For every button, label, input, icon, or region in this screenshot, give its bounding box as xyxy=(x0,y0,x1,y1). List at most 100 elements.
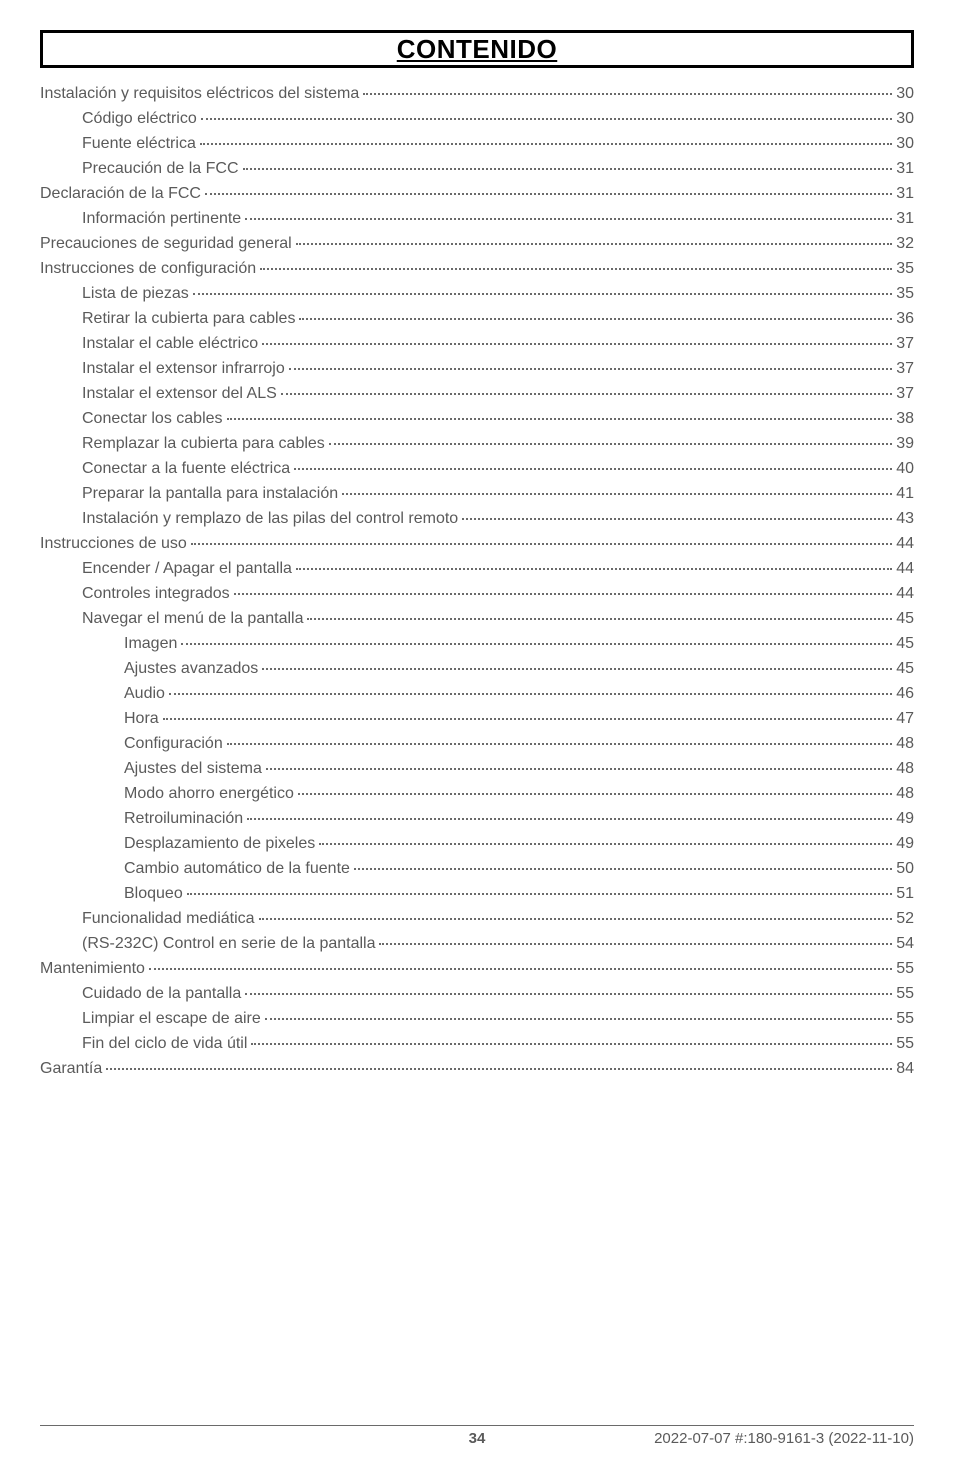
toc-page-number: 37 xyxy=(894,336,914,352)
toc-leader xyxy=(245,993,892,995)
toc-row: Imagen 45 xyxy=(40,632,914,657)
toc-leader xyxy=(200,143,892,145)
toc-row: Instrucciones de configuración35 xyxy=(40,257,914,282)
toc-label: Encender / Apagar el pantalla xyxy=(82,561,294,577)
toc-row: Controles integrados 44 xyxy=(40,582,914,607)
toc-leader xyxy=(205,193,892,195)
toc-leader xyxy=(296,243,892,245)
toc-label: Lista de piezas xyxy=(82,286,191,302)
toc-page-number: 54 xyxy=(894,936,914,952)
toc-label: Desplazamiento de pixeles xyxy=(124,836,317,852)
toc-leader xyxy=(243,168,893,170)
toc-page-number: 45 xyxy=(894,611,914,627)
toc-row: Información pertinente 31 xyxy=(40,207,914,232)
toc-leader xyxy=(363,93,892,95)
toc-leader xyxy=(342,493,892,495)
toc-label: Declaración de la FCC xyxy=(40,186,203,202)
toc-label: Configuración xyxy=(124,736,225,752)
toc-page-number: 55 xyxy=(894,961,914,977)
toc-leader xyxy=(319,843,892,845)
toc-page-number: 32 xyxy=(894,236,914,252)
toc-row: Fin del ciclo de vida útil 55 xyxy=(40,1032,914,1057)
toc-label: Imagen xyxy=(124,636,179,652)
toc-page-number: 49 xyxy=(894,811,914,827)
toc-page-number: 43 xyxy=(894,511,914,527)
toc-leader xyxy=(191,543,892,545)
toc-leader xyxy=(354,868,892,870)
toc-label: Fuente eléctrica xyxy=(82,136,198,152)
toc-row: Ajustes avanzados 45 xyxy=(40,657,914,682)
toc-label: Instalación y remplazo de las pilas del … xyxy=(82,511,460,527)
toc-page-number: 52 xyxy=(894,911,914,927)
toc-label: Cuidado de la pantalla xyxy=(82,986,243,1002)
toc-leader xyxy=(262,343,892,345)
toc-label: Instalación y requisitos eléctricos del … xyxy=(40,86,361,102)
toc-leader xyxy=(298,793,892,795)
toc-row: Remplazar la cubierta para cables39 xyxy=(40,432,914,457)
toc-label: Hora xyxy=(124,711,161,727)
toc-leader xyxy=(163,718,893,720)
toc-label: Ajustes del sistema xyxy=(124,761,264,777)
toc-label: Ajustes avanzados xyxy=(124,661,260,677)
toc-row: Código eléctrico 30 xyxy=(40,107,914,132)
toc-page-number: 36 xyxy=(894,311,914,327)
toc-leader xyxy=(106,1068,892,1070)
toc-row: Modo ahorro energético 48 xyxy=(40,782,914,807)
toc-row: Navegar el menú de la pantalla 45 xyxy=(40,607,914,632)
toc-row: Audio 46 xyxy=(40,682,914,707)
toc-row: Declaración de la FCC 31 xyxy=(40,182,914,207)
toc-leader xyxy=(260,268,892,270)
toc-page-number: 37 xyxy=(894,386,914,402)
toc-label: Código eléctrico xyxy=(82,111,199,127)
toc-label: Precaución de la FCC xyxy=(82,161,241,177)
toc-leader xyxy=(201,118,892,120)
toc-label: Conectar a la fuente eléctrica xyxy=(82,461,292,477)
toc-leader xyxy=(266,768,892,770)
toc-row: Limpiar el escape de aire 55 xyxy=(40,1007,914,1032)
toc-row: Fuente eléctrica 30 xyxy=(40,132,914,157)
toc-row: Funcionalidad mediática 52 xyxy=(40,907,914,932)
toc-row: Instalación y remplazo de las pilas del … xyxy=(40,507,914,532)
toc-page-number: 31 xyxy=(894,211,914,227)
toc-label: Precauciones de seguridad general xyxy=(40,236,294,252)
toc-page-number: 44 xyxy=(894,586,914,602)
toc-leader xyxy=(265,1018,892,1020)
toc-label: Bloqueo xyxy=(124,886,185,902)
toc-row: Cambio automático de la fuente50 xyxy=(40,857,914,882)
toc-row: Instalación y requisitos eléctricos del … xyxy=(40,82,914,107)
toc-leader xyxy=(379,943,892,945)
toc-page-number: 41 xyxy=(894,486,914,502)
toc-label: Audio xyxy=(124,686,167,702)
toc-page-number: 38 xyxy=(894,411,914,427)
toc-label: Mantenimiento xyxy=(40,961,147,977)
toc-page-number: 39 xyxy=(894,436,914,452)
toc-page-number: 48 xyxy=(894,761,914,777)
toc-leader xyxy=(281,393,892,395)
toc-page-number: 55 xyxy=(894,986,914,1002)
toc-leader xyxy=(227,743,892,745)
toc-page-number: 31 xyxy=(894,161,914,177)
table-of-contents: Instalación y requisitos eléctricos del … xyxy=(40,82,914,1082)
toc-leader xyxy=(149,968,892,970)
toc-row: Mantenimiento 55 xyxy=(40,957,914,982)
footer-right-text: 2022-07-07 #:180-9161-3 (2022-11-10) xyxy=(654,1430,914,1447)
toc-label: (RS-232C) Control en serie de la pantall… xyxy=(82,936,377,952)
toc-leader xyxy=(299,318,892,320)
toc-leader xyxy=(307,618,892,620)
toc-page-number: 30 xyxy=(894,111,914,127)
toc-leader xyxy=(296,568,892,570)
toc-leader xyxy=(329,443,892,445)
toc-label: Garantía xyxy=(40,1061,104,1077)
toc-leader xyxy=(181,643,892,645)
toc-leader xyxy=(169,693,892,695)
toc-page-number: 35 xyxy=(894,286,914,302)
toc-row: Instalar el extensor infrarrojo 37 xyxy=(40,357,914,382)
toc-label: Preparar la pantalla para instalación xyxy=(82,486,340,502)
toc-leader xyxy=(289,368,892,370)
toc-label: Conectar los cables xyxy=(82,411,225,427)
toc-row: Ajustes del sistema 48 xyxy=(40,757,914,782)
toc-leader xyxy=(294,468,892,470)
toc-row: Encender / Apagar el pantalla 44 xyxy=(40,557,914,582)
toc-page-number: 84 xyxy=(894,1061,914,1077)
toc-label: Retirar la cubierta para cables xyxy=(82,311,297,327)
